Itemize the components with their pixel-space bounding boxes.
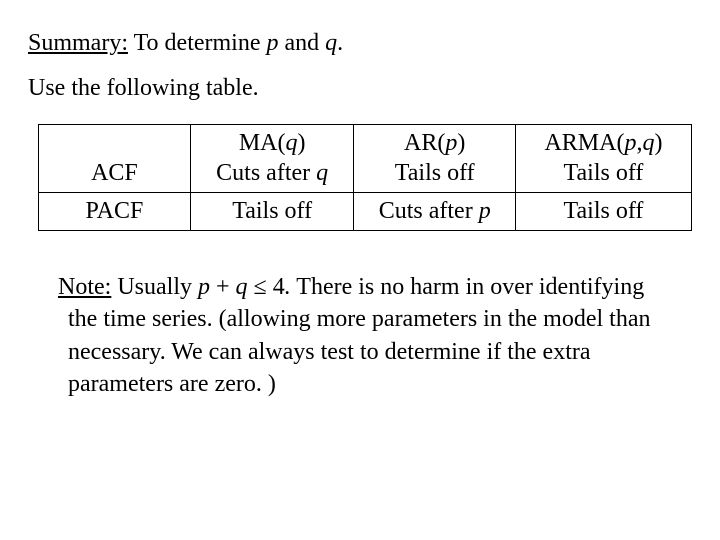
instruction-line: Use the following table. bbox=[28, 75, 692, 102]
pacf-arma: Tails off bbox=[564, 198, 644, 224]
acf-ma-a: Cuts after bbox=[216, 160, 316, 186]
cell-pacf-label: PACF bbox=[39, 193, 191, 231]
note-p: p bbox=[198, 274, 210, 300]
pacf-ar-a: Cuts after bbox=[379, 198, 479, 224]
note-paragraph: Note: Usually p + q ≤ 4. There is no har… bbox=[48, 271, 692, 401]
pacf-ma: Tails off bbox=[232, 198, 312, 224]
cell-ar-acf: AR(p) Tails off bbox=[354, 125, 515, 193]
pacf-ar-p: p bbox=[479, 198, 491, 224]
cell-ma-pacf: Tails off bbox=[190, 193, 354, 231]
hdr-arma-q: q bbox=[642, 130, 654, 156]
acf-ma-q: q bbox=[316, 160, 328, 186]
summary-line: Summary: To determine p and q. bbox=[28, 30, 692, 57]
hdr-ar-p: p bbox=[445, 130, 457, 156]
pacf-label: PACF bbox=[85, 198, 143, 224]
note-q: q bbox=[236, 274, 248, 300]
table-row: ACF MA(q)Cuts after q AR(p)Tails off ARM… bbox=[39, 125, 692, 193]
identification-table: ACF MA(q)Cuts after q AR(p)Tails off ARM… bbox=[38, 124, 692, 231]
var-q: q bbox=[325, 30, 337, 56]
acf-label: ACF bbox=[91, 160, 138, 186]
var-p: p bbox=[267, 30, 279, 56]
slide-content: Summary: To determine p and q. Use the f… bbox=[0, 0, 720, 401]
cell-ar-pacf: Cuts after p bbox=[354, 193, 515, 231]
hdr-ma-b: ) bbox=[297, 130, 305, 156]
cell-blank-acf: ACF bbox=[39, 125, 191, 193]
cell-arma-pacf: Tails off bbox=[515, 193, 691, 231]
summary-and: and bbox=[279, 30, 326, 56]
acf-ar: Tails off bbox=[395, 160, 475, 186]
cell-arma-acf: ARMA(p,q)Tails off bbox=[515, 125, 691, 193]
summary-period: . bbox=[337, 30, 343, 56]
hdr-ar-b: ) bbox=[457, 130, 465, 156]
summary-text-a: To determine bbox=[128, 30, 267, 56]
hdr-arma-p: p bbox=[624, 130, 636, 156]
hdr-arma-a: ARMA( bbox=[544, 130, 624, 156]
note-le: ≤ 4 bbox=[248, 274, 285, 300]
summary-label: Summary: bbox=[28, 30, 128, 56]
acf-arma: Tails off bbox=[564, 160, 644, 186]
cell-ma-acf: MA(q)Cuts after q bbox=[190, 125, 354, 193]
hdr-ma-q: q bbox=[285, 130, 297, 156]
note-a: Usually bbox=[111, 274, 198, 300]
note-label: Note: bbox=[58, 274, 111, 300]
hdr-ma-a: MA( bbox=[239, 130, 286, 156]
hdr-ar-a: AR( bbox=[404, 130, 445, 156]
table-row: PACF Tails off Cuts after p Tails off bbox=[39, 193, 692, 231]
hdr-arma-b: ) bbox=[654, 130, 662, 156]
note-plus: + bbox=[210, 274, 236, 300]
